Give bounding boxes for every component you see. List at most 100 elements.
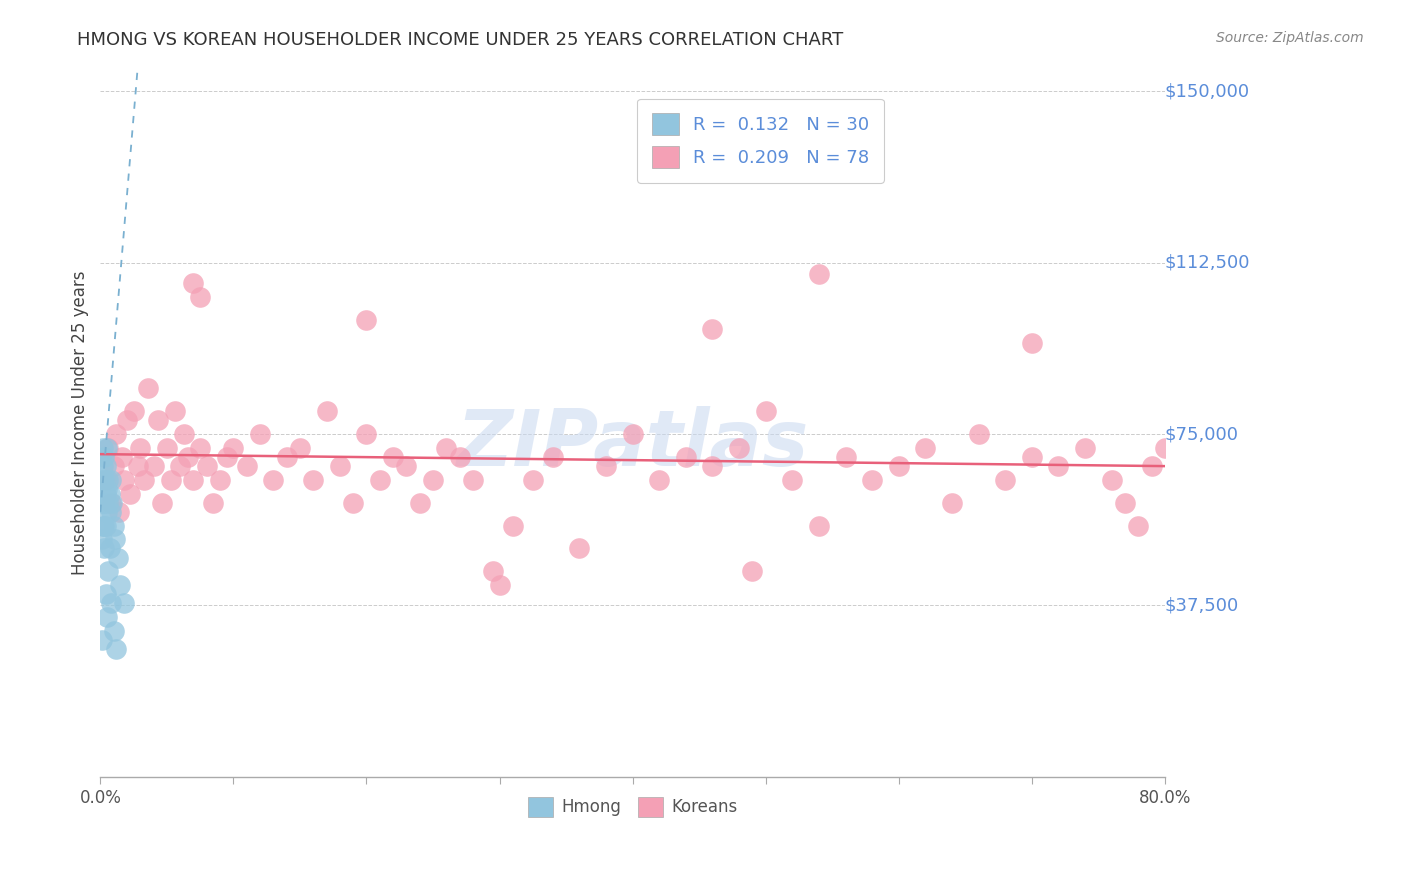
Point [93, 496, 115, 510]
Point [502, 518, 524, 533]
Point [127, 459, 149, 474]
Point [118, 486, 141, 500]
Point [422, 473, 444, 487]
Point [755, 404, 778, 418]
Point [195, 459, 218, 474]
Point [914, 441, 936, 455]
Point [177, 450, 200, 464]
Point [101, 496, 124, 510]
Text: HMONG VS KOREAN HOUSEHOLDER INCOME UNDER 25 YEARS CORRELATION CHART: HMONG VS KOREAN HOUSEHOLDER INCOME UNDER… [77, 31, 844, 49]
Point [146, 413, 169, 427]
Point [382, 450, 405, 464]
Point [395, 459, 418, 474]
Point [202, 496, 225, 510]
Point [160, 473, 183, 487]
Point [94, 486, 117, 500]
Point [595, 459, 617, 474]
Point [115, 413, 138, 427]
Point [728, 441, 751, 455]
Point [1047, 459, 1070, 474]
Point [675, 450, 697, 464]
Point [169, 459, 191, 474]
Point [782, 473, 804, 487]
Point [209, 473, 232, 487]
Point [1021, 335, 1043, 350]
Point [100, 596, 122, 610]
Point [93, 518, 115, 533]
Point [183, 473, 205, 487]
Point [1140, 459, 1163, 474]
Point [315, 404, 337, 418]
Point [887, 459, 910, 474]
Point [91, 473, 114, 487]
Point [1074, 441, 1097, 455]
Point [860, 473, 883, 487]
Point [105, 641, 128, 656]
Point [1021, 450, 1043, 464]
Point [142, 459, 165, 474]
Point [994, 473, 1017, 487]
Point [105, 427, 128, 442]
Point [97, 473, 120, 487]
Point [249, 427, 271, 442]
Point [96, 610, 118, 624]
Point [94, 587, 117, 601]
Point [122, 404, 145, 418]
Point [741, 564, 763, 578]
Point [136, 381, 159, 395]
Point [702, 322, 724, 336]
Point [288, 441, 311, 455]
Point [1101, 473, 1123, 487]
Point [568, 541, 591, 556]
Point [356, 427, 378, 442]
Point [156, 441, 179, 455]
Point [1128, 518, 1150, 533]
Point [967, 427, 990, 442]
Point [96, 505, 118, 519]
Point [183, 277, 205, 291]
Point [541, 450, 564, 464]
Point [96, 482, 118, 496]
Text: ZIPatlas: ZIPatlas [457, 406, 808, 482]
Point [129, 441, 152, 455]
Point [834, 450, 856, 464]
Point [222, 441, 245, 455]
Point [93, 450, 115, 464]
Point [648, 473, 671, 487]
Point [93, 541, 115, 556]
Point [449, 450, 471, 464]
Text: $75,000: $75,000 [1166, 425, 1239, 443]
Point [97, 496, 120, 510]
Point [621, 427, 644, 442]
Point [262, 473, 284, 487]
Point [98, 486, 121, 500]
Point [112, 596, 135, 610]
Point [103, 518, 125, 533]
Text: Source: ZipAtlas.com: Source: ZipAtlas.com [1216, 31, 1364, 45]
Point [329, 459, 352, 474]
Point [91, 518, 114, 533]
Point [96, 441, 118, 455]
Point [173, 427, 195, 442]
Point [163, 404, 186, 418]
Point [104, 533, 127, 547]
Y-axis label: Householder Income Under 25 years: Householder Income Under 25 years [72, 270, 89, 575]
Point [150, 496, 173, 510]
Point [103, 624, 125, 638]
Point [434, 441, 457, 455]
Point [100, 496, 122, 510]
Point [188, 441, 211, 455]
Point [807, 267, 830, 281]
Point [98, 541, 121, 556]
Point [91, 459, 114, 474]
Text: $37,500: $37,500 [1166, 597, 1239, 615]
Point [702, 459, 724, 474]
Point [941, 496, 963, 510]
Point [94, 473, 117, 487]
Point [235, 459, 257, 474]
Point [488, 578, 510, 592]
Point [356, 313, 378, 327]
Point [1154, 441, 1177, 455]
Text: $112,500: $112,500 [1166, 253, 1250, 272]
Point [1114, 496, 1136, 510]
